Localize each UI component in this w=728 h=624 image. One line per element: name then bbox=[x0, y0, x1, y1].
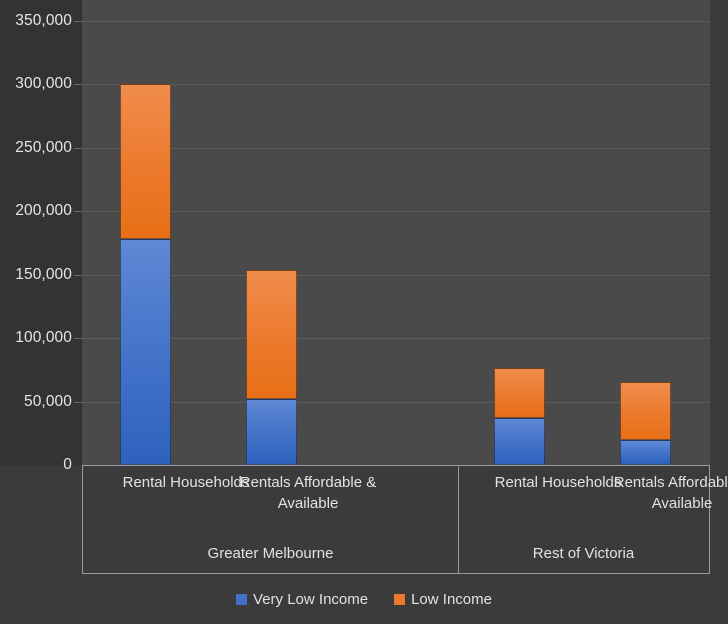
y-axis-tick-label: 0 bbox=[63, 456, 72, 473]
bar-stack[interactable] bbox=[119, 84, 171, 465]
gridline bbox=[82, 211, 710, 213]
legend-label: Very Low Income bbox=[253, 590, 369, 608]
plot-area bbox=[82, 0, 710, 466]
category-axis-label: Rental Households bbox=[122, 474, 250, 491]
legend-swatch-icon bbox=[394, 593, 406, 605]
bar-segment-low-income[interactable] bbox=[493, 367, 545, 419]
legend-swatch-icon bbox=[236, 593, 248, 605]
bar-stack[interactable] bbox=[619, 381, 671, 465]
bar-stack[interactable] bbox=[493, 367, 545, 465]
gridline bbox=[82, 338, 710, 340]
y-axis-tick-mark bbox=[74, 84, 82, 86]
y-axis-tick-label: 300,000 bbox=[15, 75, 72, 93]
y-axis-tick-label: 150,000 bbox=[15, 265, 72, 283]
category-axis-label: Rental Households bbox=[494, 474, 622, 491]
y-axis-tick-mark bbox=[74, 274, 82, 276]
category-axis-label: Rentals Affordable & Available bbox=[613, 474, 728, 512]
y-axis-tick-label: 350,000 bbox=[15, 12, 72, 29]
bar-segment-very-low-income[interactable] bbox=[619, 439, 671, 465]
y-axis-tick-label: 50,000 bbox=[23, 392, 72, 410]
y-axis-tick-label: 250,000 bbox=[15, 138, 72, 156]
category-axis-label: Rentals Affordable & Available bbox=[239, 474, 377, 512]
chart-legend: Very Low Income Low Income bbox=[0, 586, 728, 612]
y-axis-tick-mark bbox=[74, 338, 82, 340]
legend-entry[interactable]: Low Income bbox=[394, 591, 492, 608]
y-axis-tick-mark bbox=[74, 21, 82, 22]
bar-segment-very-low-income[interactable] bbox=[493, 418, 545, 465]
legend-label: Low Income bbox=[411, 590, 492, 608]
y-axis-tick-mark bbox=[74, 401, 82, 403]
bar-stack[interactable] bbox=[245, 269, 297, 465]
category-axis: Rental Households Rentals Affordable & Av… bbox=[82, 465, 728, 574]
gridline bbox=[82, 84, 710, 86]
bar-segment-low-income[interactable] bbox=[119, 84, 171, 240]
y-axis-tick-mark bbox=[74, 147, 82, 149]
gridline bbox=[82, 401, 710, 403]
legend-entry[interactable]: Very Low Income bbox=[236, 591, 368, 608]
bar-segment-very-low-income[interactable] bbox=[119, 239, 171, 465]
bar-segment-low-income[interactable] bbox=[245, 269, 297, 400]
gridline bbox=[82, 147, 710, 149]
gridline bbox=[82, 274, 710, 276]
group-axis-label: Rest of Victoria bbox=[532, 545, 635, 562]
y-axis-tick-label: 100,000 bbox=[15, 329, 72, 347]
group-divider bbox=[458, 466, 459, 573]
y-axis-tick-mark bbox=[74, 211, 82, 213]
bar-segment-very-low-income[interactable] bbox=[245, 399, 297, 465]
gridline bbox=[82, 21, 710, 22]
group-axis-label: Greater Melbourne bbox=[207, 545, 334, 562]
y-axis-tick-label: 200,000 bbox=[15, 202, 72, 220]
y-axis: 350,000 300,000 250,000 200,000 150,000 100,0… bbox=[0, 0, 82, 473]
bar-segment-low-income[interactable] bbox=[619, 381, 671, 440]
